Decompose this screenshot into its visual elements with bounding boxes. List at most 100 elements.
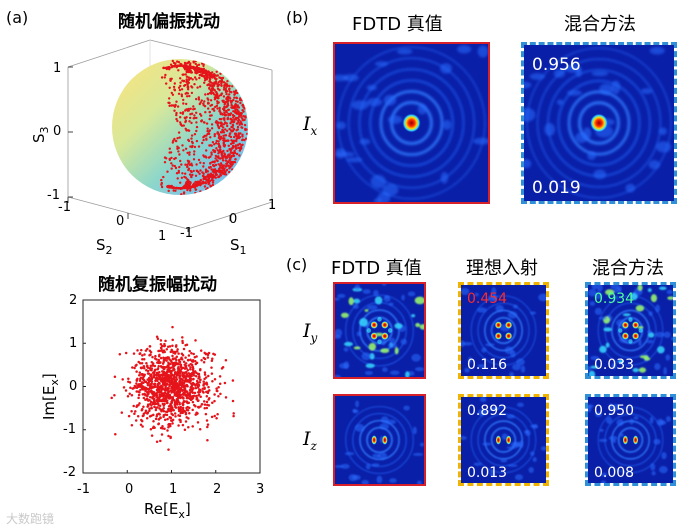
scatter-point — [190, 363, 193, 366]
scatter-point — [157, 364, 160, 368]
sphere-point — [235, 152, 239, 156]
scatter-point — [143, 353, 146, 356]
scatter-point — [130, 410, 133, 413]
scatter-point — [140, 373, 144, 376]
scatter-point — [138, 371, 142, 374]
scatter-point — [149, 364, 153, 368]
sphere-point — [211, 160, 215, 163]
scatter-point — [193, 391, 197, 395]
sphere-point — [197, 96, 200, 99]
sphere-point — [208, 78, 212, 81]
scatter-point — [185, 408, 189, 412]
scatter-point — [181, 423, 185, 427]
scatter-point — [184, 420, 188, 423]
sphere-point — [185, 64, 188, 68]
scatter-point — [181, 336, 184, 339]
sphere-point — [223, 167, 226, 170]
sphere-point — [222, 126, 225, 129]
sphere-point — [182, 98, 185, 102]
sphere-point — [175, 113, 178, 117]
sphere-point — [184, 73, 187, 76]
sphere-point — [221, 76, 225, 80]
sphere-point — [233, 151, 237, 155]
sphere-point — [239, 98, 242, 102]
sphere-point — [235, 139, 238, 143]
scatter-point — [155, 378, 158, 381]
scatter-point — [232, 412, 235, 415]
scatter-point — [153, 364, 157, 368]
sphere-point — [202, 138, 205, 142]
scatter-point — [175, 403, 179, 406]
sphere-point — [207, 173, 210, 176]
scatter-point — [157, 387, 160, 391]
scatter-point — [149, 382, 152, 386]
sphere-point — [174, 139, 178, 143]
sphere-point — [184, 172, 187, 175]
sphere-point — [217, 155, 220, 158]
scatter-point — [174, 357, 177, 360]
map-speckles — [588, 403, 671, 483]
scatter-point — [178, 387, 182, 391]
sphere-point — [209, 72, 213, 76]
sphere-point — [240, 113, 243, 117]
b-col-hybrid-title: 混合方法 — [564, 14, 636, 35]
sphere-point — [185, 95, 189, 98]
sphere-point — [229, 151, 233, 154]
map-background — [588, 285, 673, 376]
scatter-point — [167, 448, 170, 451]
scatter-point — [179, 363, 183, 366]
scatter-point — [130, 424, 134, 427]
scatter-point — [145, 416, 149, 420]
sphere-scatter-points — [160, 59, 248, 195]
scatter-point — [203, 406, 206, 410]
scatter-point — [198, 368, 202, 372]
scatter-point — [176, 362, 180, 365]
sphere-point — [168, 186, 172, 189]
scatter-point — [202, 391, 205, 394]
sphere-point — [217, 142, 220, 146]
sphere-point — [217, 96, 220, 100]
sphere-point — [222, 164, 226, 167]
sphere-point — [219, 164, 222, 167]
scatter-point — [136, 384, 139, 387]
sphere-point — [213, 133, 216, 136]
scatter-point — [146, 366, 150, 369]
sphere-point — [206, 97, 209, 100]
sphere-point — [217, 134, 221, 138]
sphere-point — [213, 93, 216, 96]
sphere-point — [188, 94, 191, 98]
scatter-point — [118, 353, 122, 356]
scatter-point — [135, 370, 138, 373]
scatter-point — [205, 406, 209, 410]
sphere-point — [171, 93, 175, 96]
scatter-points — [110, 325, 235, 451]
sphere-point — [237, 134, 240, 138]
c-hybrid-iy-min: 0.033 — [594, 357, 635, 373]
sphere-point — [232, 154, 236, 158]
sphere-point — [220, 137, 223, 140]
sphere-point — [187, 65, 190, 69]
scatter-point — [207, 351, 211, 355]
sphere-point — [212, 83, 216, 87]
scatter-point — [169, 376, 173, 380]
sphere-point — [224, 155, 227, 158]
sphere-point — [181, 144, 184, 147]
scatter-point — [208, 389, 211, 392]
sphere-point — [168, 66, 172, 69]
sphere-point — [222, 139, 225, 142]
sphere-point — [186, 178, 189, 181]
sphere-point — [218, 94, 221, 97]
scatter-point — [153, 385, 156, 388]
scatter-point — [146, 378, 149, 381]
sphere-point — [187, 167, 191, 170]
scatter-point — [174, 372, 177, 376]
sphere-point — [218, 170, 221, 174]
sphere-point — [237, 132, 240, 135]
scatter-point — [155, 373, 158, 377]
sphere-point — [168, 147, 171, 150]
scatter-point — [121, 378, 124, 381]
sphere-point — [218, 106, 221, 110]
scatter-point — [213, 414, 216, 418]
sphere-point — [213, 73, 216, 76]
scatter-point — [187, 364, 191, 367]
